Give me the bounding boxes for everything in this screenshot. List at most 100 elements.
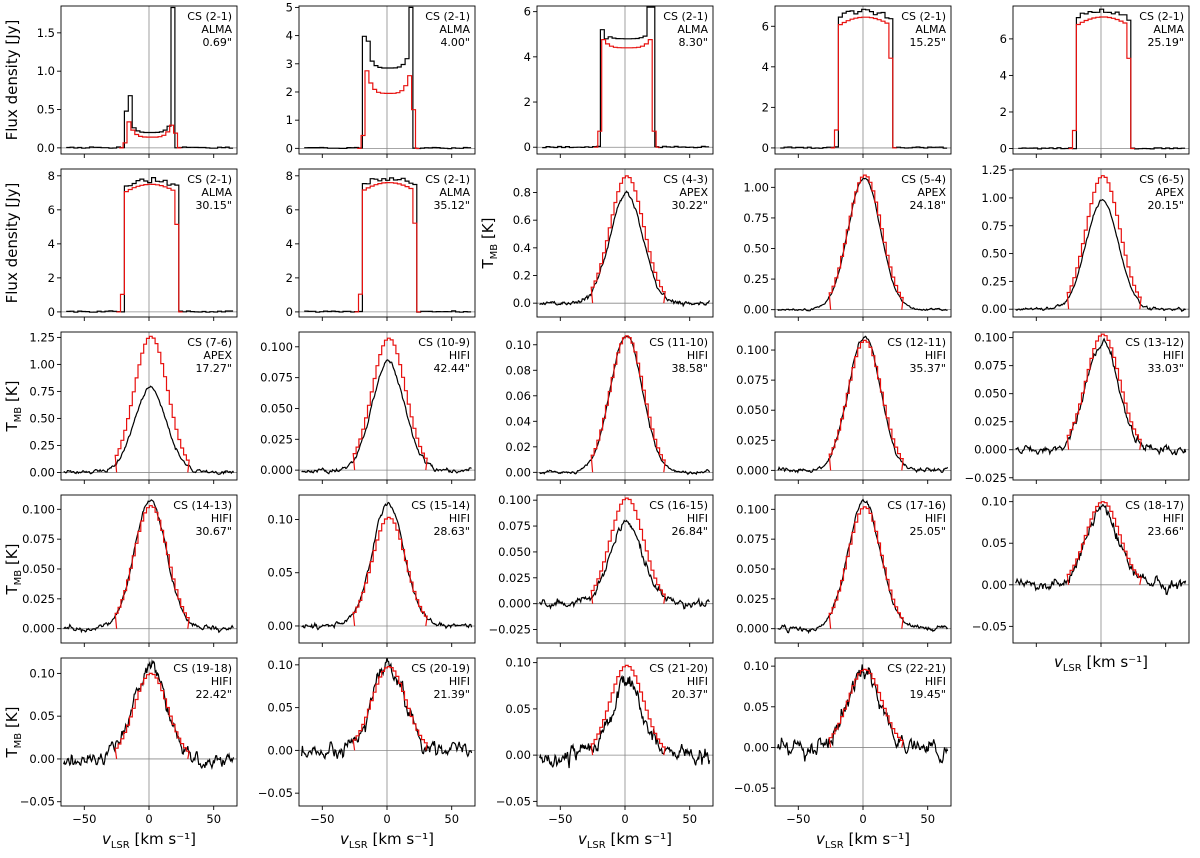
y-tick-label: 0.50 (29, 411, 55, 425)
observed-spectrum (1015, 337, 1187, 456)
model-spectrum (114, 672, 190, 760)
x-tick-label: −50 (72, 812, 96, 826)
beam-label: 25.05" (909, 525, 946, 538)
y-tick-label: −0.05 (20, 795, 55, 809)
y-tick-label: 0.10 (267, 512, 293, 526)
x-axis-label: vLSR [km s⁻¹] (816, 830, 910, 851)
y-tick-label: 0.2 (513, 269, 531, 283)
beam-label: 30.67" (195, 525, 232, 538)
beam-label: 26.84" (671, 525, 708, 538)
y-tick-label: 2 (286, 271, 293, 285)
y-tick-label: 1.00 (29, 357, 55, 371)
transition-label: CS (17-16) (887, 499, 946, 512)
telescope-label: APEX (679, 186, 708, 199)
y-tick-label: −0.025 (964, 471, 1007, 485)
y-tick-label: 4 (1000, 68, 1007, 82)
transition-label: CS (12-11) (887, 336, 946, 349)
spectrum-panel: 0.00 0.25 0.50 0.75 1.00 1.25 CS (6-5)APEX20.1… (981, 163, 1190, 321)
y-tick-label: 6 (286, 203, 293, 217)
observed-spectrum (301, 658, 473, 760)
spectrum-panel: −0.05 0.00 0.05 0.10 −50 0 50 CS (20-19)HIFI21.… (258, 657, 476, 851)
beam-label: 8.30" (678, 36, 708, 49)
beam-label: 25.19" (1147, 36, 1184, 49)
x-tick-label: 0 (621, 812, 628, 826)
y-tick-label: 0.10 (981, 495, 1007, 509)
spectrum-panel: −0.025 0.000 0.025 0.050 0.075 0.100 CS (13-12… (964, 331, 1190, 485)
telescope-label: HIFI (925, 675, 946, 688)
transition-label: CS (13-12) (1125, 336, 1184, 349)
y-tick-label: 2 (286, 85, 293, 99)
observed-spectrum (63, 385, 235, 476)
y-tick-label: 0.10 (29, 666, 55, 680)
y-tick-label: 4 (524, 50, 531, 64)
transition-label: CS (22-21) (887, 662, 946, 675)
observed-spectrum (304, 6, 472, 150)
transition-label: CS (7-6) (187, 336, 232, 349)
telescope-label: APEX (917, 186, 946, 199)
y-tick-label: 0.00 (29, 752, 55, 766)
y-tick-label: 4 (286, 29, 293, 43)
y-tick-label: 1.0 (37, 64, 55, 78)
y-tick-label: 0.100 (22, 502, 55, 516)
y-axis-label: TMB [K] (3, 381, 24, 433)
transition-label: CS (2-1) (425, 173, 470, 186)
beam-label: 42.44" (433, 362, 470, 375)
model-spectrum (116, 183, 183, 313)
y-tick-label: 0 (48, 305, 55, 319)
spectrum-panel: −0.025 0.000 0.025 0.050 0.075 0.100 CS (16-15… (488, 493, 714, 647)
x-tick-label: −50 (310, 812, 334, 826)
y-tick-label: 0.25 (981, 274, 1007, 288)
y-tick-label: 1.00 (743, 180, 769, 194)
y-tick-label: 0.75 (981, 219, 1007, 233)
model-spectrum (830, 16, 897, 149)
y-tick-label: 0.000 (22, 622, 55, 636)
observed-spectrum (1015, 198, 1187, 313)
telescope-label: HIFI (687, 675, 708, 688)
observed-spectrum (539, 674, 711, 769)
telescope-label: APEX (1155, 186, 1184, 199)
beam-label: 24.18" (909, 199, 946, 212)
spectrum-panel: 0.000 0.025 0.050 0.075 0.100 CS (14-13)HIFI3… (3, 494, 238, 647)
y-tick-label: −0.05 (258, 786, 293, 800)
model-spectrum (590, 175, 666, 304)
y-tick-label: −0.05 (496, 794, 531, 808)
y-tick-label: 0.100 (736, 502, 769, 516)
beam-label: 33.03" (1147, 362, 1184, 375)
spectrum-panel: −0.05 0.00 0.05 0.10 −50 0 50 CS (21-20)HIFI20.… (496, 656, 714, 851)
y-tick-label: 0.00 (267, 743, 293, 757)
transition-label: CS (14-13) (173, 499, 232, 512)
telescope-label: HIFI (449, 349, 470, 362)
x-tick-label: −50 (786, 812, 810, 826)
model-spectrum (590, 497, 666, 604)
y-tick-label: 0.00 (505, 748, 531, 762)
telescope-label: HIFI (687, 512, 708, 525)
telescope-label: ALMA (915, 23, 946, 36)
y-tick-label: 0.050 (498, 545, 531, 559)
y-tick-label: 0.025 (736, 433, 769, 447)
observed-spectrum (539, 190, 711, 308)
model-spectrum (828, 668, 904, 748)
y-tick-label: 0.05 (267, 566, 293, 580)
observed-spectrum (777, 177, 948, 312)
observed-spectrum (301, 359, 472, 475)
y-tick-label: 0.075 (736, 373, 769, 387)
telescope-label: HIFI (1163, 349, 1184, 362)
beam-label: 22.42" (195, 688, 232, 701)
transition-label: CS (21-20) (649, 662, 708, 675)
telescope-label: HIFI (449, 675, 470, 688)
model-spectrum (593, 39, 660, 148)
y-tick-label: 0.4 (513, 241, 531, 255)
y-tick-label: 1.00 (981, 191, 1007, 205)
telescope-label: ALMA (1153, 23, 1184, 36)
model-spectrum (352, 666, 428, 751)
transition-label: CS (15-14) (411, 499, 470, 512)
y-tick-label: −0.05 (972, 619, 1007, 633)
y-tick-label: 0.075 (498, 519, 531, 533)
beam-label: 4.00" (440, 36, 470, 49)
y-tick-label: 6 (48, 203, 55, 217)
